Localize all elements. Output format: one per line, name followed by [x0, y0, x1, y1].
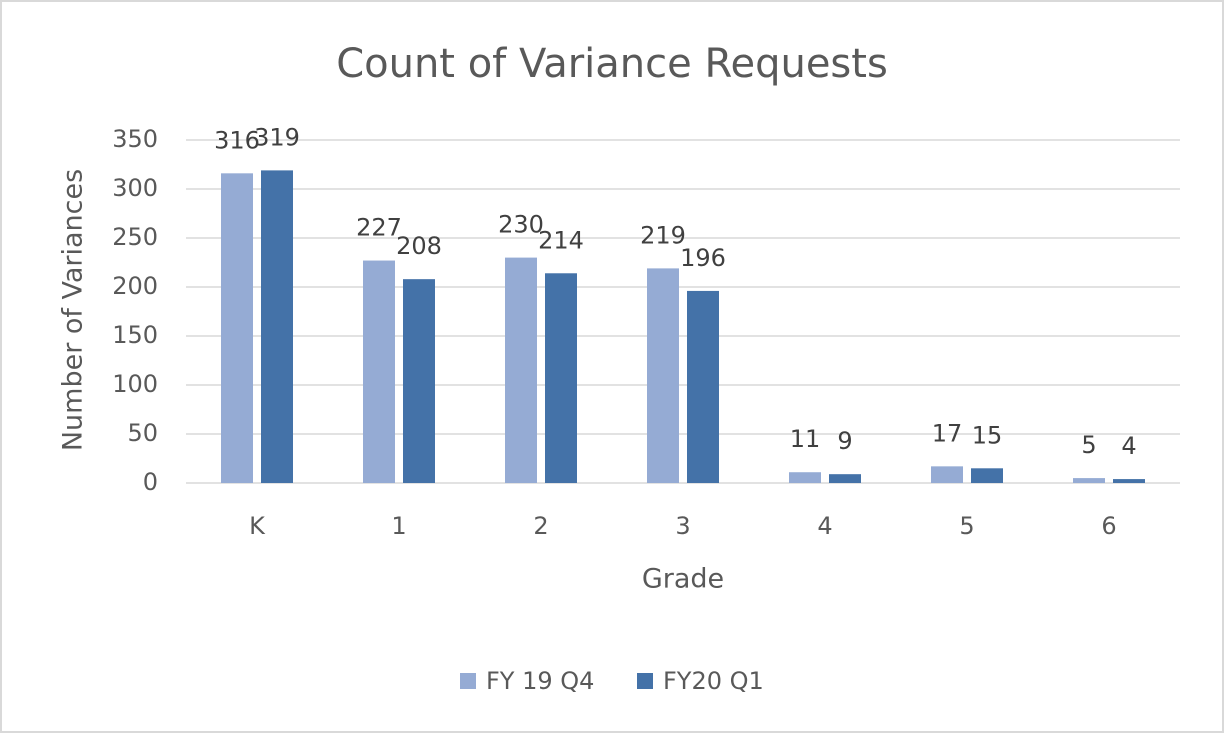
bar	[829, 474, 861, 483]
y-tick-label: 350	[112, 125, 158, 153]
bar	[403, 279, 435, 483]
bar	[687, 290, 719, 483]
legend-label: FY20 Q1	[663, 667, 764, 695]
x-tick-label: 4	[817, 512, 832, 540]
data-label: 316	[214, 126, 260, 154]
bar	[647, 268, 679, 483]
data-label: 11	[790, 425, 821, 453]
bar	[505, 257, 537, 483]
y-tick-label: 50	[127, 419, 158, 447]
x-tick-label: 6	[1101, 512, 1116, 540]
chart-title: Count of Variance Requests	[336, 41, 888, 87]
data-label: 230	[498, 211, 544, 239]
data-label: 214	[538, 226, 584, 254]
y-tick-label: 300	[112, 174, 158, 202]
x-tick-label: 5	[959, 512, 974, 540]
x-axis-label: Grade	[642, 564, 724, 595]
data-label: 319	[254, 123, 300, 151]
data-label: 5	[1081, 431, 1096, 459]
data-label: 15	[972, 421, 1003, 449]
bar	[261, 170, 293, 483]
data-label: 9	[837, 427, 852, 455]
y-tick-label: 250	[112, 223, 158, 251]
data-label: 219	[640, 221, 686, 249]
x-tick-label: 3	[675, 512, 690, 540]
y-tick-label: 200	[112, 272, 158, 300]
legend-label: FY 19 Q4	[486, 667, 594, 695]
data-label: 227	[356, 214, 402, 242]
y-tick-label: 150	[112, 321, 158, 349]
bar	[789, 472, 821, 483]
x-tick-label: 2	[533, 512, 548, 540]
y-tick-label: 0	[143, 468, 158, 496]
x-tick-label: 1	[391, 512, 406, 540]
bar	[545, 273, 577, 483]
bar	[363, 260, 395, 483]
legend-swatch	[637, 673, 653, 689]
y-axis-label: Number of Variances	[58, 169, 89, 451]
bar	[1073, 478, 1105, 483]
data-label: 196	[680, 244, 726, 272]
bar	[971, 468, 1003, 483]
bar	[931, 466, 963, 483]
x-tick-label: K	[249, 512, 266, 540]
bar	[221, 173, 253, 483]
legend-swatch	[460, 673, 476, 689]
data-label: 4	[1121, 432, 1136, 460]
y-tick-label: 100	[112, 370, 158, 398]
data-label: 17	[932, 419, 963, 447]
bar	[1113, 479, 1145, 483]
data-label: 208	[396, 232, 442, 260]
